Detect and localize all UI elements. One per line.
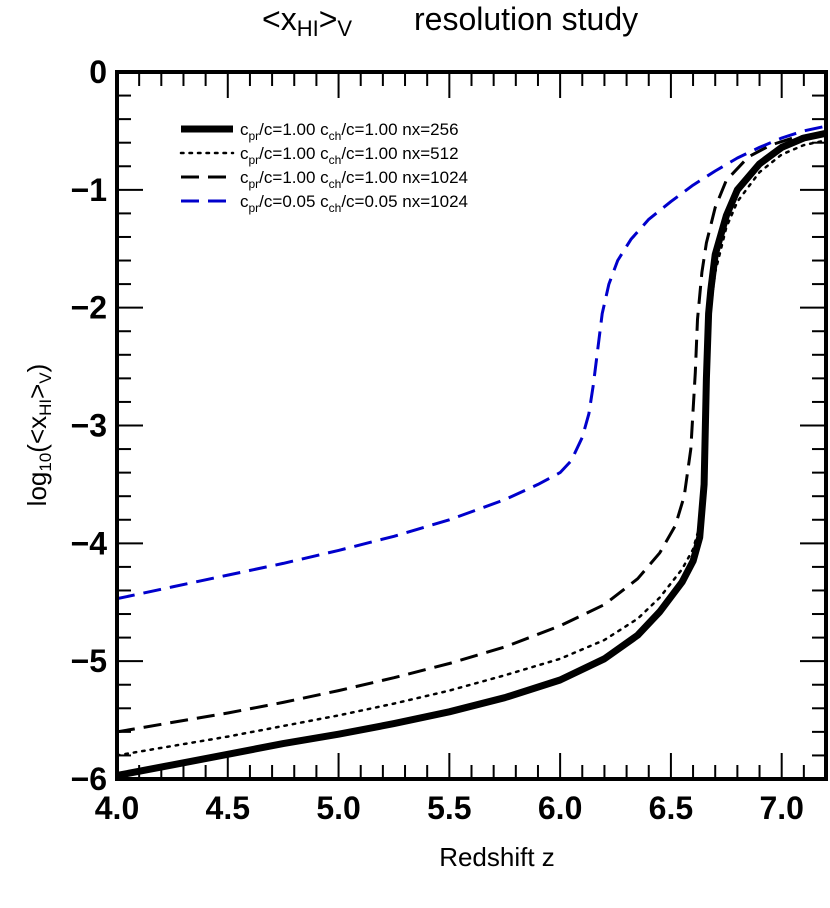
y-tick-label: −1: [71, 172, 107, 208]
series-group: [117, 124, 826, 779]
y-tick-label: −5: [71, 643, 107, 679]
chart-title-left: <xHI>V: [262, 1, 352, 41]
y-tick-label: −3: [71, 408, 107, 444]
x-tick-label: 4.5: [206, 790, 250, 826]
x-tick-label: 4.0: [95, 790, 139, 826]
plot-frame: [115, 70, 828, 781]
series-line-1: [117, 129, 826, 779]
legend-label-4: cpr/c=0.05 cch/c=0.05 nx=1024: [240, 192, 468, 215]
chart-title-right: resolution study: [414, 1, 638, 37]
x-tick-label: 7.0: [759, 790, 803, 826]
series-line-4: [117, 124, 826, 601]
legend-label-1: cpr/c=1.00 cch/c=1.00 nx=256: [240, 120, 459, 143]
y-tick-label: −2: [71, 290, 107, 326]
y-tick-label: −4: [71, 525, 108, 561]
plot-area: 4.0 4.5 5.0 5.5 6.0 6.5 7.0 0 −1 −2 −3 −4 −5 −6: [71, 54, 828, 826]
y-axis-title: log10(<xHI>V): [22, 364, 55, 507]
x-tick-label: 6.5: [649, 790, 693, 826]
y-tick-label: 0: [89, 54, 107, 90]
legend-label-3: cpr/c=1.00 cch/c=1.00 nx=1024: [240, 168, 468, 191]
x-axis-title: Redshift z: [439, 842, 555, 872]
legend-label-2: cpr/c=1.00 cch/c=1.00 nx=512: [240, 144, 459, 167]
y-tick-label: −6: [71, 761, 107, 797]
series-line-3: [117, 131, 826, 734]
x-tick-label: 6.0: [538, 790, 582, 826]
x-tick-label: 5.0: [316, 790, 360, 826]
x-tick-label: 5.5: [427, 790, 471, 826]
